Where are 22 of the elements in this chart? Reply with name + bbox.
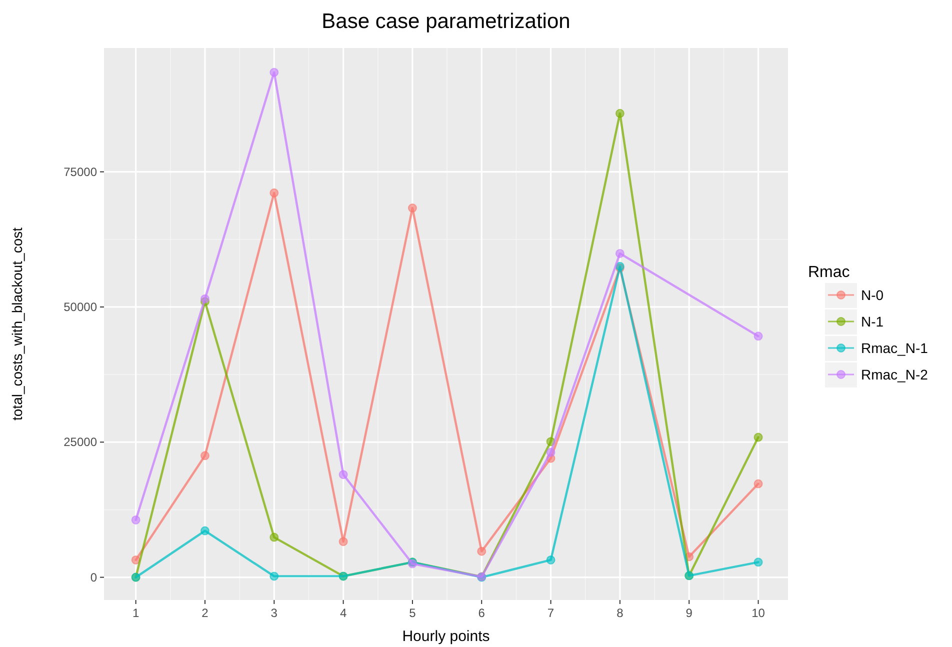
y-axis-title: total_costs_with_blackout_cost [9, 227, 25, 420]
x-tick-label: 7 [547, 606, 554, 620]
chart-title: Base case parametrization [322, 10, 570, 33]
x-tick-label: 3 [270, 606, 278, 620]
y-tick-label: 75000 [64, 164, 98, 179]
legend-label: Rmac_N-1 [861, 340, 928, 356]
x-tick-label: 10 [752, 606, 766, 620]
y-tick-label: 25000 [64, 435, 98, 450]
legend-label: Rmac_N-2 [861, 366, 928, 382]
x-tick-label: 4 [340, 606, 347, 620]
legend-label: N-0 [861, 287, 884, 303]
x-axis-title: Hourly points [402, 628, 490, 645]
legend-title: Rmac [808, 264, 850, 281]
x-tick-label: 1 [132, 606, 140, 620]
x-tick-label: 2 [202, 606, 209, 620]
legend-label: N-1 [861, 314, 884, 330]
x-tick-label: 9 [686, 606, 693, 620]
x-tick-label: 6 [478, 606, 486, 620]
x-tick-label: 5 [409, 606, 416, 620]
x-tick-label: 8 [616, 606, 624, 620]
y-tick-label: 50000 [64, 300, 98, 314]
y-tick-label: 0 [90, 570, 98, 584]
